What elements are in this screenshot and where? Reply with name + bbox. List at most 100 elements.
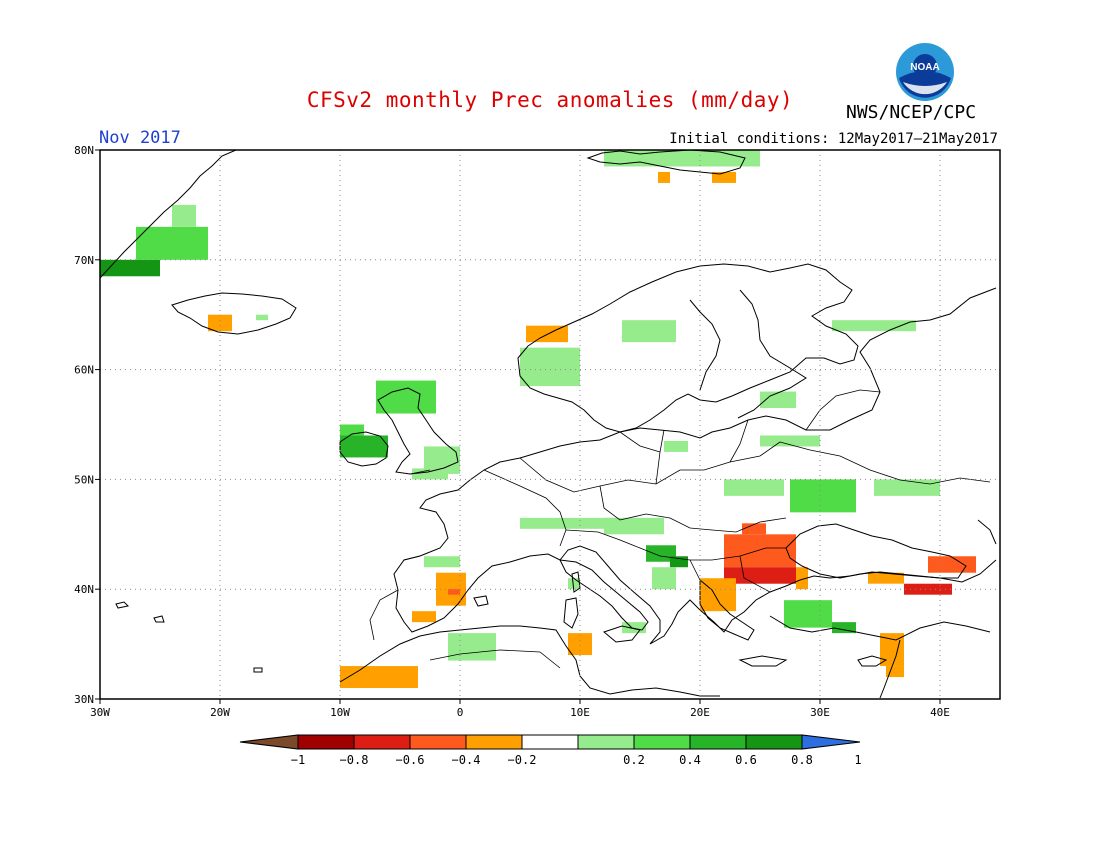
anomaly-cell xyxy=(868,572,904,584)
coast-greenland xyxy=(99,149,237,279)
coast-sicily xyxy=(602,625,641,643)
coast-iceland xyxy=(171,292,297,335)
colorbar-tick-label: 0.2 xyxy=(623,753,645,767)
lat-tick-label: 30N xyxy=(74,693,94,706)
anomaly-cell xyxy=(340,435,388,458)
anomaly-cell xyxy=(700,578,736,612)
anomaly-cell xyxy=(904,583,952,595)
coast-sardinia xyxy=(563,597,579,629)
anomaly-cell xyxy=(790,479,856,513)
anomaly-cell xyxy=(208,314,232,332)
anomaly-cell xyxy=(880,633,904,667)
colorbar-bin xyxy=(577,734,635,750)
coast-continent xyxy=(393,287,997,645)
colorbar-tick-label: −1 xyxy=(291,753,305,767)
anomaly-cell xyxy=(664,440,688,452)
noaa-logo: NOAA xyxy=(896,43,954,101)
anomaly-cell xyxy=(568,633,592,656)
anomaly-cell xyxy=(652,567,676,590)
lon-tick-label: 30E xyxy=(810,706,830,719)
anomaly-cell xyxy=(760,435,820,447)
coast-caspian xyxy=(977,519,997,545)
lat-tick-label: 80N xyxy=(74,144,94,157)
anomaly-cell xyxy=(376,380,436,414)
anomaly-cell xyxy=(874,479,940,496)
coast-turkey-south xyxy=(769,615,991,641)
lat-lon-grid xyxy=(100,150,1000,699)
anomaly-cell xyxy=(724,567,796,584)
anomaly-cell xyxy=(832,622,856,634)
colorbar-bin xyxy=(521,734,579,750)
coast-north-africa xyxy=(339,625,720,697)
initial-conditions: Initial conditions: 12May2017–21May2017 xyxy=(669,131,998,147)
coast-svalbard xyxy=(586,149,746,175)
colorbar-bin xyxy=(353,734,411,750)
colorbar-bin xyxy=(689,734,747,750)
anomaly-cell xyxy=(424,556,460,568)
coast-levant xyxy=(879,639,901,699)
anomaly-cell xyxy=(622,622,646,634)
coast-balearics xyxy=(473,595,489,607)
anomaly-cell xyxy=(796,567,808,590)
coast-baltic xyxy=(737,289,807,419)
lon-tick-label: 10W xyxy=(330,706,350,719)
colorbar-tick-label: −0.4 xyxy=(452,753,481,767)
coast-ireland xyxy=(339,431,389,467)
lat-tick-label: 40N xyxy=(74,583,94,596)
anomaly-cell xyxy=(256,314,268,321)
coast-madeira xyxy=(253,667,263,673)
anomaly-cell xyxy=(724,534,796,568)
anomaly-cell xyxy=(646,545,676,562)
coast-azores-2 xyxy=(153,615,165,623)
coast-greece xyxy=(699,578,755,641)
coast-corsica xyxy=(571,571,581,593)
axis-labels: 30N 40N 50N 60N 70N 80N 30W 20W 10W 0 10E 20E 30E 40E xyxy=(74,144,950,719)
anomaly-cell xyxy=(520,517,616,529)
anomaly-field xyxy=(100,150,976,689)
anomaly-cell xyxy=(172,204,196,227)
colorbar-bin xyxy=(465,734,523,750)
anomaly-cell xyxy=(412,468,448,480)
colorbar-under-arrow xyxy=(239,734,299,750)
colorbar-tick-label: 1 xyxy=(854,753,861,767)
colorbar-over-arrow xyxy=(801,734,861,750)
lat-tick-label: 60N xyxy=(74,364,94,377)
anomaly-cell xyxy=(136,226,208,260)
lon-tick-label: 40E xyxy=(930,706,950,719)
org-label: NWS/NCEP/CPC xyxy=(846,102,977,123)
anomaly-cell xyxy=(520,347,580,387)
anomaly-cell xyxy=(784,600,832,628)
anomaly-cell xyxy=(832,320,916,332)
anomaly-cell xyxy=(724,479,784,496)
coast-scandinavia xyxy=(517,263,859,433)
anomaly-cell xyxy=(448,589,460,595)
logo-text: NOAA xyxy=(910,62,939,73)
anomaly-cell xyxy=(412,611,436,623)
map-frame xyxy=(99,149,1001,700)
lon-tick-label: 30W xyxy=(90,706,110,719)
forecast-month: Nov 2017 xyxy=(99,128,181,148)
anomaly-cell xyxy=(340,424,364,436)
lon-tick-label: 10E xyxy=(570,706,590,719)
colorbar-tick-label: 0.4 xyxy=(679,753,701,767)
lat-tick-label: 70N xyxy=(74,254,94,267)
colorbar-tick-label: 0.8 xyxy=(791,753,813,767)
anomaly-cell xyxy=(670,556,688,568)
anomaly-cell xyxy=(760,391,796,409)
anomaly-cell xyxy=(886,666,904,678)
coast-crete xyxy=(738,655,788,667)
colorbar-bin xyxy=(409,734,467,750)
figure-title: CFSv2 monthly Prec anomalies (mm/day) xyxy=(306,88,794,112)
anomaly-cell xyxy=(568,578,580,590)
anomaly-cell xyxy=(340,666,418,689)
colorbar-tick-label: −0.2 xyxy=(508,753,537,767)
anomaly-cell xyxy=(658,171,670,183)
country-borders xyxy=(369,389,991,669)
coast-azores xyxy=(115,601,130,609)
coast-britain xyxy=(377,387,459,475)
anomaly-cell xyxy=(604,517,664,535)
anomaly-cell xyxy=(742,523,766,535)
coast-italy xyxy=(559,559,649,631)
